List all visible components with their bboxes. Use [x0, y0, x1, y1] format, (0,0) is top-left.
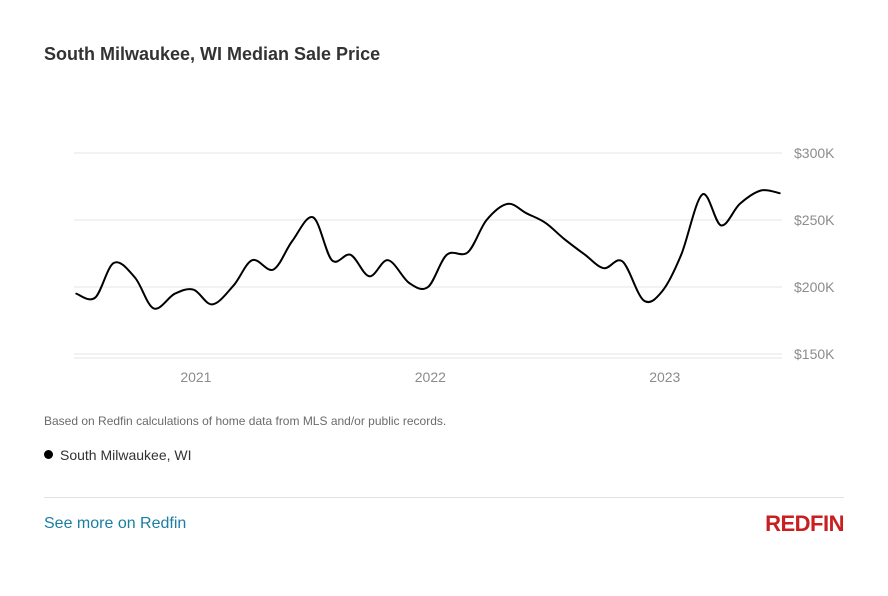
y-tick-label: $250K: [794, 212, 835, 228]
x-tick-label: 2023: [649, 369, 680, 385]
footnote: Based on Redfin calculations of home dat…: [44, 414, 447, 428]
line-chart: $150K $200K $250K $300K 2021 2022 2023: [74, 145, 835, 385]
y-tick-label: $200K: [794, 279, 835, 295]
x-tick-label: 2021: [180, 369, 211, 385]
divider: [44, 497, 844, 498]
x-tick-label: 2022: [415, 369, 446, 385]
legend-label: South Milwaukee, WI: [60, 447, 192, 463]
see-more-link[interactable]: See more on Redfin: [44, 515, 187, 532]
chart-title: South Milwaukee, WI Median Sale Price: [44, 44, 381, 64]
series-line: [75, 189, 781, 310]
y-tick-label: $300K: [794, 145, 835, 161]
y-tick-label: $150K: [794, 346, 835, 362]
legend-dot-icon: [44, 449, 53, 459]
legend: South Milwaukee, WI: [44, 447, 192, 463]
redfin-logo: REDFIN: [765, 511, 844, 536]
